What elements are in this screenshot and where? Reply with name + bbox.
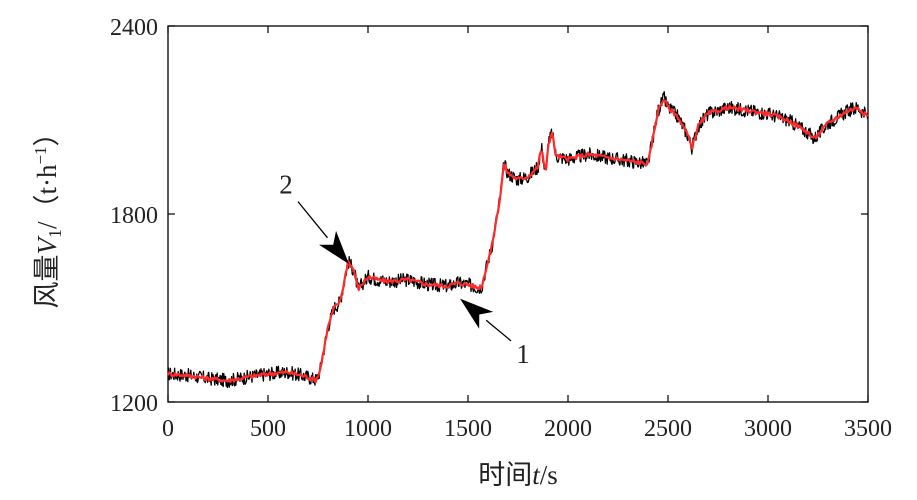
annotation-arrow-head [318,230,349,265]
annotation-label-2: 2 [279,170,293,200]
x-tick-label: 1500 [444,416,492,442]
series-layer [166,91,869,389]
x-tick-label: 3000 [744,416,792,442]
x-tick-label: 3500 [844,416,892,442]
x-tick-label: 1000 [344,416,392,442]
annotation-arrow-line [297,201,329,239]
x-tick-label: 500 [250,416,286,442]
annotation-arrow-line [485,319,512,342]
x-tick-label: 2000 [544,416,592,442]
ticks: 0 500 1000 1500 2000 2500 3000 3500 1200 1800 2400 [110,15,892,442]
y-tick-label: 1200 [110,391,158,417]
y-tick-label: 1800 [110,203,158,229]
plot-area [167,25,869,403]
x-axis-label: 时间t/s [478,460,558,490]
y-tick-label: 2400 [110,15,158,41]
annotation-layer: 12 [279,170,530,369]
y-axis-label: 风量V1/（t·h−1） [31,119,65,308]
annotation-label-1: 1 [516,339,530,369]
annotation-arrow-head [460,298,494,329]
x-tick-label: 0 [162,416,174,442]
series-line-red [166,99,869,384]
x-tick-label: 2500 [644,416,692,442]
